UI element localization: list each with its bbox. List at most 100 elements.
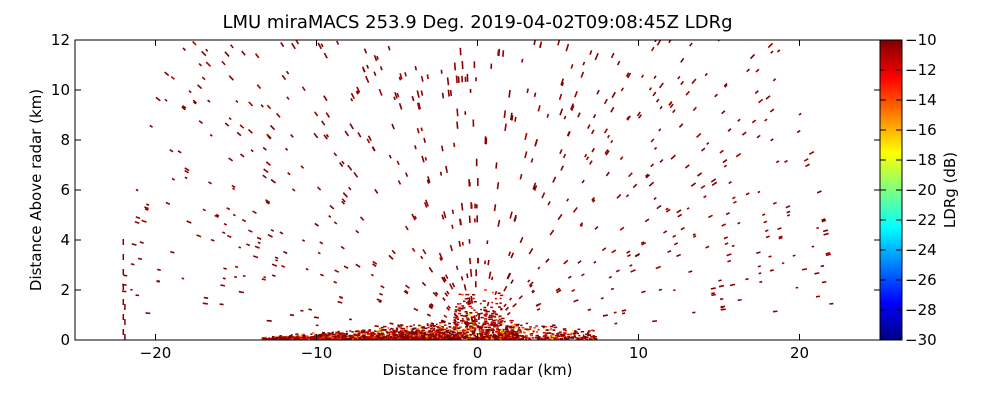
ldr-mark (417, 336, 420, 338)
ldr-mark (365, 331, 367, 334)
ldr-mark (489, 315, 493, 317)
ldr-mark (511, 338, 514, 340)
ldr-mark (263, 168, 269, 174)
ldr-mark (411, 333, 414, 336)
ldr-mark (678, 123, 684, 128)
ldr-mark (376, 55, 379, 60)
ldr-mark (492, 325, 497, 328)
ldr-mark (198, 120, 203, 125)
ldr-mark (543, 338, 547, 340)
ldr-mark (811, 245, 815, 248)
ldr-mark (329, 337, 333, 339)
ldr-mark (404, 330, 407, 333)
ldr-mark (772, 201, 777, 205)
ldr-mark (471, 333, 475, 335)
ldr-mark (338, 332, 341, 335)
ldr-mark (592, 337, 596, 340)
ldr-mark (482, 324, 484, 326)
ldr-mark (561, 338, 564, 340)
ldr-mark (241, 218, 247, 223)
ldr-mark (442, 329, 444, 331)
ldr-mark (555, 287, 561, 292)
ldr-mark (540, 337, 543, 340)
ldr-mark (816, 226, 820, 230)
ldr-mark (482, 331, 485, 333)
ldr-mark (785, 205, 791, 209)
ldr-mark (463, 336, 467, 339)
ldr-mark (349, 330, 352, 332)
ldr-mark (741, 131, 747, 136)
colorbar-tick-label: −26 (905, 271, 937, 289)
ldr-mark (513, 334, 518, 336)
chart-title: LMU miraMACS 253.9 Deg. 2019-04-02T09:08… (222, 12, 733, 33)
ldr-mark (721, 223, 727, 227)
ldr-mark (333, 336, 336, 338)
ldr-mark (347, 164, 353, 171)
ldr-mark (484, 310, 488, 312)
ldr-mark (458, 312, 462, 315)
ldr-mark (477, 326, 481, 329)
ldr-mark (417, 324, 421, 327)
ldr-mark (373, 334, 376, 337)
ldr-mark (337, 336, 340, 338)
ldr-mark (436, 326, 439, 328)
ldr-mark (546, 337, 549, 340)
ldr-mark (706, 141, 710, 146)
ldr-mark (557, 40, 561, 46)
ldr-mark (680, 57, 685, 63)
ldr-mark (502, 50, 505, 57)
ldr-mark (384, 335, 386, 338)
ldr-mark (563, 332, 567, 334)
ldr-mark (340, 245, 345, 250)
ldr-mark (379, 335, 383, 337)
ldr-mark (693, 235, 697, 238)
ldr-mark (429, 331, 432, 334)
ldr-mark (648, 87, 652, 91)
ldr-mark (655, 98, 660, 103)
ldr-mark (465, 333, 469, 336)
ldr-mark (653, 75, 657, 80)
ldr-mark (479, 337, 484, 340)
ldr-mark (473, 315, 476, 321)
ldr-mark (670, 154, 676, 160)
ldr-mark (487, 326, 491, 329)
ldr-mark (537, 336, 540, 338)
ldr-mark (334, 334, 337, 336)
ldr-mark (422, 326, 425, 328)
ldr-mark (406, 337, 409, 340)
ldr-mark (461, 322, 463, 324)
ldr-mark (355, 263, 361, 268)
ldr-mark (543, 335, 546, 337)
ldr-mark (563, 336, 567, 339)
ldr-mark (541, 325, 545, 328)
ldr-mark (570, 103, 575, 111)
ldr-mark (290, 338, 294, 340)
ldr-mark (495, 338, 499, 340)
ldr-mark (562, 153, 567, 159)
ldr-mark (348, 338, 352, 340)
ldr-mark (379, 327, 383, 330)
ldr-mark (361, 337, 363, 339)
ldr-mark (262, 338, 266, 340)
ldr-mark (328, 333, 330, 336)
ldr-mark (192, 40, 197, 46)
ldr-mark (451, 224, 454, 229)
ldr-mark (341, 335, 344, 338)
ldr-mark (326, 338, 330, 340)
ldr-mark (198, 62, 203, 67)
ldr-mark (261, 278, 266, 281)
ldr-mark (426, 179, 430, 184)
ldr-mark (484, 318, 488, 320)
ldr-mark (501, 334, 504, 336)
ldr-mark (466, 328, 469, 330)
ldr-mark (333, 280, 338, 284)
ldr-mark (724, 84, 728, 88)
ldr-mark (390, 327, 393, 330)
ldr-mark (668, 40, 672, 44)
ldr-mark (411, 336, 415, 338)
ldr-mark (490, 316, 493, 319)
ldr-mark (467, 314, 472, 316)
ldr-mark (594, 337, 598, 340)
ldr-mark (341, 200, 346, 205)
